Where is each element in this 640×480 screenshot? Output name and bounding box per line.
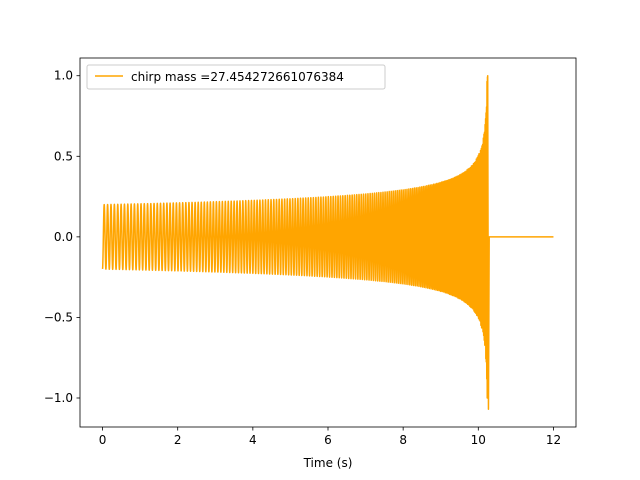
y-tick-label: 1.0	[54, 69, 73, 83]
y-tick-label: 0.5	[54, 149, 73, 163]
series-layer	[101, 74, 554, 411]
legend-box	[86, 64, 386, 90]
x-tick-label: 2	[174, 433, 182, 447]
x-axis-label: Time (s)	[303, 456, 353, 470]
legend-entry: chirp mass =27.454272661076384	[131, 70, 344, 84]
x-tick-label: 6	[324, 433, 332, 447]
y-tick-label: −0.5	[44, 310, 73, 324]
x-tick-label: 8	[399, 433, 407, 447]
chirp-series-line	[101, 74, 554, 411]
legend: chirp mass =27.454272661076384	[86, 64, 386, 90]
y-tick-label: 0.0	[54, 230, 73, 244]
x-tick-label: 0	[99, 433, 107, 447]
y-tick-label: −1.0	[44, 391, 73, 405]
x-tick-label: 4	[249, 433, 257, 447]
x-tick-label: 10	[471, 433, 486, 447]
tick-layer: 0 2 4 6 8 10 12 −1.0 −0.5 0.0 0.5 1.0	[44, 69, 561, 447]
x-tick-label: 12	[546, 433, 561, 447]
plot-frame	[79, 57, 577, 428]
